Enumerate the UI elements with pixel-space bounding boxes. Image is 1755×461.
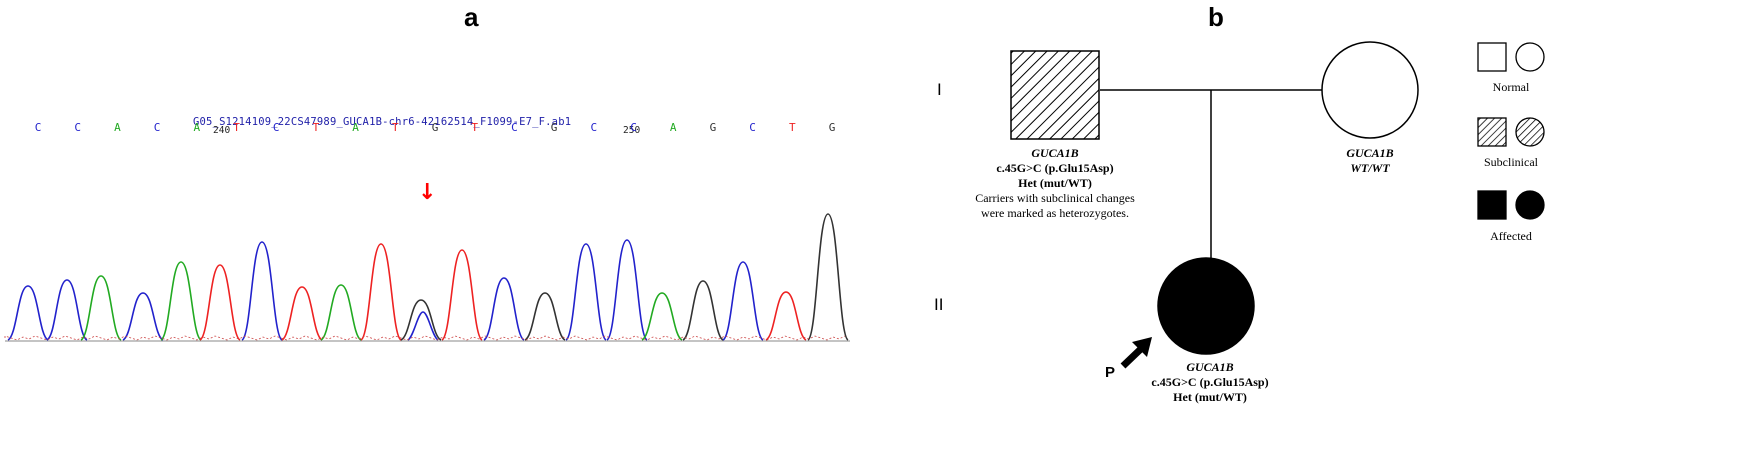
position-tick-250: 250 (623, 125, 641, 136)
trace-peak-3 (122, 292, 164, 341)
mother-gene: GUCA1B (1346, 146, 1394, 160)
generation-label-ii: II (934, 295, 944, 314)
legend-affected-square (1477, 190, 1507, 220)
legend-subclinical-circle (1515, 117, 1545, 147)
trace-peak-18 (722, 261, 764, 341)
base-call-20: G (829, 121, 836, 134)
father-note-line1: Carriers with subclinical changes (975, 191, 1135, 205)
trace-peak-15 (606, 239, 648, 341)
trace-peak-13 (524, 292, 566, 341)
down-arrow-icon: ↓ (418, 180, 437, 205)
father-square-subclinical (1010, 50, 1100, 140)
base-call-2: A (114, 121, 121, 134)
trace-peak-5 (199, 264, 241, 341)
trace-peak-19 (765, 291, 807, 341)
proband-annotation: GUCA1B c.45G>C (p.Glu15Asp) Het (mut/WT) (1110, 360, 1310, 405)
trace-peak-12 (483, 277, 525, 341)
trace-peak-4 (160, 261, 202, 341)
trace-peak-6 (241, 241, 283, 341)
trace-peak-11 (441, 249, 483, 341)
trace-peak-14 (565, 243, 607, 341)
trace-peak-2 (80, 275, 122, 341)
variant-secondary-peak (407, 311, 439, 341)
trace-peak-0 (7, 285, 49, 341)
trace-peaks (4, 213, 849, 341)
base-call-16: A (670, 121, 677, 134)
trace-peak-17 (682, 280, 724, 341)
mother-annotation: GUCA1B WT/WT (1310, 146, 1430, 176)
base-call-0: C (35, 121, 42, 134)
proband-gene: GUCA1B (1186, 360, 1234, 374)
mother-circle-normal (1321, 41, 1419, 139)
base-call-11: T (471, 121, 478, 134)
trace-peak-9 (360, 243, 402, 341)
mother-genotype: WT/WT (1350, 161, 1390, 175)
panel-a-label: a (464, 2, 479, 32)
legend-affected-label: Affected (1490, 229, 1532, 243)
proband-circle-affected (1157, 257, 1255, 355)
generation-label-i: I (937, 80, 942, 99)
base-call-15: C (630, 121, 637, 134)
trace-peak-7 (281, 286, 323, 341)
proband-variant: c.45G>C (p.Glu15Asp) (1151, 375, 1269, 389)
base-call-8: A (352, 121, 359, 134)
base-call-3: C (154, 121, 161, 134)
base-call-9: T (392, 121, 399, 134)
sequence-filename: G05_S1214109_22CS47989_GUCA1B-chr6-42162… (193, 116, 572, 128)
legend-normal-square (1477, 42, 1507, 72)
position-tick-240: 240 (213, 125, 231, 136)
base-call-10: G (432, 121, 439, 134)
legend-subclinical-label: Subclinical (1484, 155, 1538, 169)
base-call-1: C (74, 121, 81, 134)
legend-normal-circle (1515, 42, 1545, 72)
base-call-13: G (551, 121, 558, 134)
base-call-12: C (511, 121, 518, 134)
trace-peak-1 (46, 279, 88, 341)
proband-zygosity: Het (mut/WT) (1173, 390, 1247, 404)
father-zygosity: Het (mut/WT) (1018, 176, 1092, 190)
father-variant: c.45G>C (p.Glu15Asp) (996, 161, 1114, 175)
base-call-4: A (193, 121, 200, 134)
trace-peak-20 (807, 213, 849, 341)
legend-normal-label: Normal (1492, 80, 1530, 94)
base-call-18: C (749, 121, 756, 134)
panel-b-label: b (1208, 2, 1224, 32)
baseline-noise (4, 335, 846, 341)
trace-peak-10 (400, 299, 442, 341)
father-note-line2: were marked as heterozygotes. (981, 206, 1129, 220)
trace-peak-8 (320, 284, 362, 341)
father-annotation: GUCA1B c.45G>C (p.Glu15Asp) Het (mut/WT)… (955, 146, 1155, 221)
legend-subclinical-square (1477, 117, 1507, 147)
base-call-7: T (313, 121, 320, 134)
trace-peak-16 (641, 292, 683, 341)
father-gene: GUCA1B (1031, 146, 1079, 160)
base-call-17: G (710, 121, 717, 134)
base-call-6: C (273, 121, 280, 134)
legend-affected-circle (1515, 190, 1545, 220)
proband-marker: P (1105, 364, 1116, 381)
base-call-19: T (789, 121, 796, 134)
base-call-14: C (590, 121, 597, 134)
base-call-5: T (233, 121, 240, 134)
